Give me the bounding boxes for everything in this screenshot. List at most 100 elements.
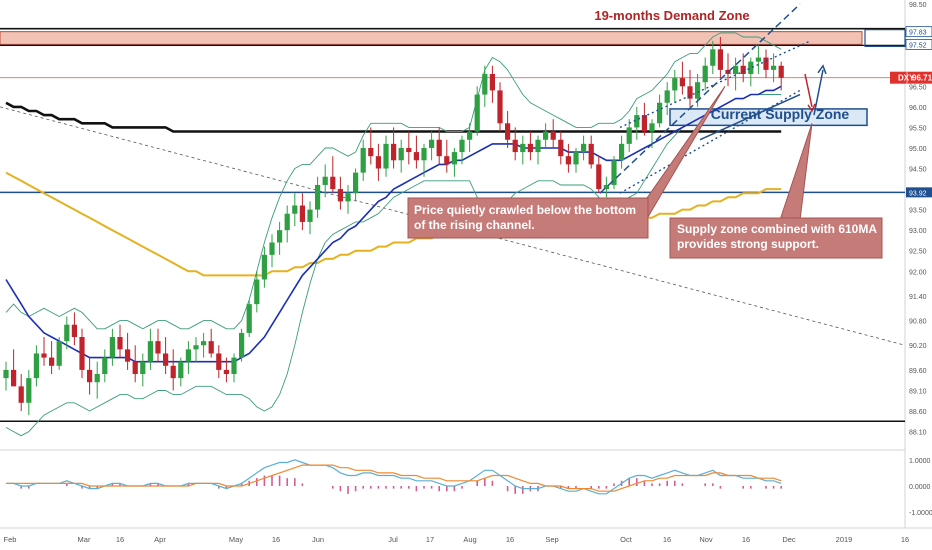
candle-body (330, 176, 336, 190)
candle-body (763, 57, 769, 70)
candle (64, 316, 70, 350)
bollinger-lower-line (5, 94, 782, 437)
candle-body (619, 143, 625, 161)
price-tick-label: 97.83 (909, 30, 927, 37)
up-arrow-line (813, 69, 824, 116)
candle (740, 53, 746, 83)
candle (383, 135, 389, 177)
candle-body (596, 164, 602, 190)
price-tick-label: 89.60 (909, 368, 927, 375)
candle (216, 345, 222, 379)
candle (444, 139, 450, 173)
candle-body (489, 73, 495, 91)
candle-body (657, 102, 663, 124)
candle-body (246, 304, 252, 333)
candle (581, 135, 587, 161)
candle (277, 221, 283, 255)
price-tick-label: 88.10 (909, 430, 927, 437)
candle (201, 332, 207, 358)
candle-body (748, 61, 754, 74)
candle-body (649, 123, 655, 132)
candle-body (444, 156, 450, 165)
price-tag-filled (906, 187, 932, 198)
candle-body (527, 143, 533, 153)
time-tick-label: 2019 (836, 535, 853, 544)
candle (603, 176, 609, 198)
candle (147, 328, 153, 370)
candle (41, 337, 47, 366)
candle (748, 57, 754, 87)
candle-body (436, 139, 442, 157)
candle-body (223, 369, 229, 375)
candle-body (315, 184, 321, 210)
price-tick-label: 98.50 (909, 2, 927, 9)
price-tick-label: 92.50 (909, 249, 927, 256)
candle (163, 337, 169, 375)
callout-2-line-1: Supply zone combined with 610MA (677, 222, 877, 236)
candle-body (413, 152, 419, 161)
demand-zone-title: 19-months Demand Zone (594, 8, 749, 23)
macd-tick-label: 0.0000 (909, 484, 931, 491)
candle-body (558, 139, 564, 157)
candle-body (170, 365, 176, 379)
candle (337, 176, 343, 210)
candle-body (505, 123, 511, 140)
candle (512, 127, 518, 161)
candle-body (626, 127, 632, 144)
candle-body (695, 82, 701, 99)
candle-body (383, 143, 389, 169)
candle-body (277, 230, 283, 243)
candle (246, 300, 252, 338)
price-tick-label: 94.50 (909, 167, 927, 174)
candle-body (391, 143, 397, 161)
candle (657, 94, 663, 128)
candle-body (733, 65, 739, 74)
time-tick-label: May (229, 535, 243, 544)
time-tick-label: 16 (116, 535, 124, 544)
time-tick-label: Jun (312, 535, 324, 544)
candle (292, 193, 298, 227)
candle (489, 65, 495, 103)
candle-body (117, 337, 123, 350)
candle (87, 357, 93, 395)
candle-body (208, 341, 214, 354)
candle (733, 57, 739, 91)
candle (550, 119, 556, 148)
candle-body (11, 369, 17, 387)
candle (353, 168, 359, 202)
candle-body (459, 139, 465, 153)
callout-1-box (407, 197, 649, 239)
candle (413, 135, 419, 169)
candle (284, 205, 290, 243)
candle-body (755, 57, 761, 62)
candle-body (497, 90, 503, 124)
down-arrow-line (804, 73, 813, 108)
candle (3, 361, 9, 391)
price-tick-label: 93.50 (909, 208, 927, 215)
time-tick-label: 16 (742, 535, 750, 544)
horizontal-levels (0, 27, 906, 423)
candle (474, 86, 480, 136)
candle (717, 36, 723, 79)
candle (641, 102, 647, 136)
price-tick-label: 93.92 (909, 190, 927, 197)
last-price-tag (890, 71, 932, 84)
candle-body (368, 147, 374, 157)
candle (79, 328, 85, 379)
candle (702, 57, 708, 91)
time-axis: Feb Mar 16 Apr May 16 Jun Jul 17 Aug 16 Sep Oct 16 Nov… (4, 535, 910, 544)
demand-zone-band (0, 31, 863, 45)
candle-body (307, 209, 313, 222)
candle-body (375, 156, 381, 169)
price-tick-label: 96.00 (909, 105, 927, 112)
grid (0, 0, 932, 529)
price-tick-label: 95.00 (909, 146, 927, 153)
candle (672, 69, 678, 103)
candle (56, 337, 62, 370)
candles (3, 36, 784, 416)
callout-2-box (669, 217, 883, 259)
macd-tick-label: -1.0000 (909, 510, 932, 517)
candle (132, 345, 138, 383)
candle (467, 123, 473, 153)
time-tick-label: Aug (463, 535, 476, 544)
